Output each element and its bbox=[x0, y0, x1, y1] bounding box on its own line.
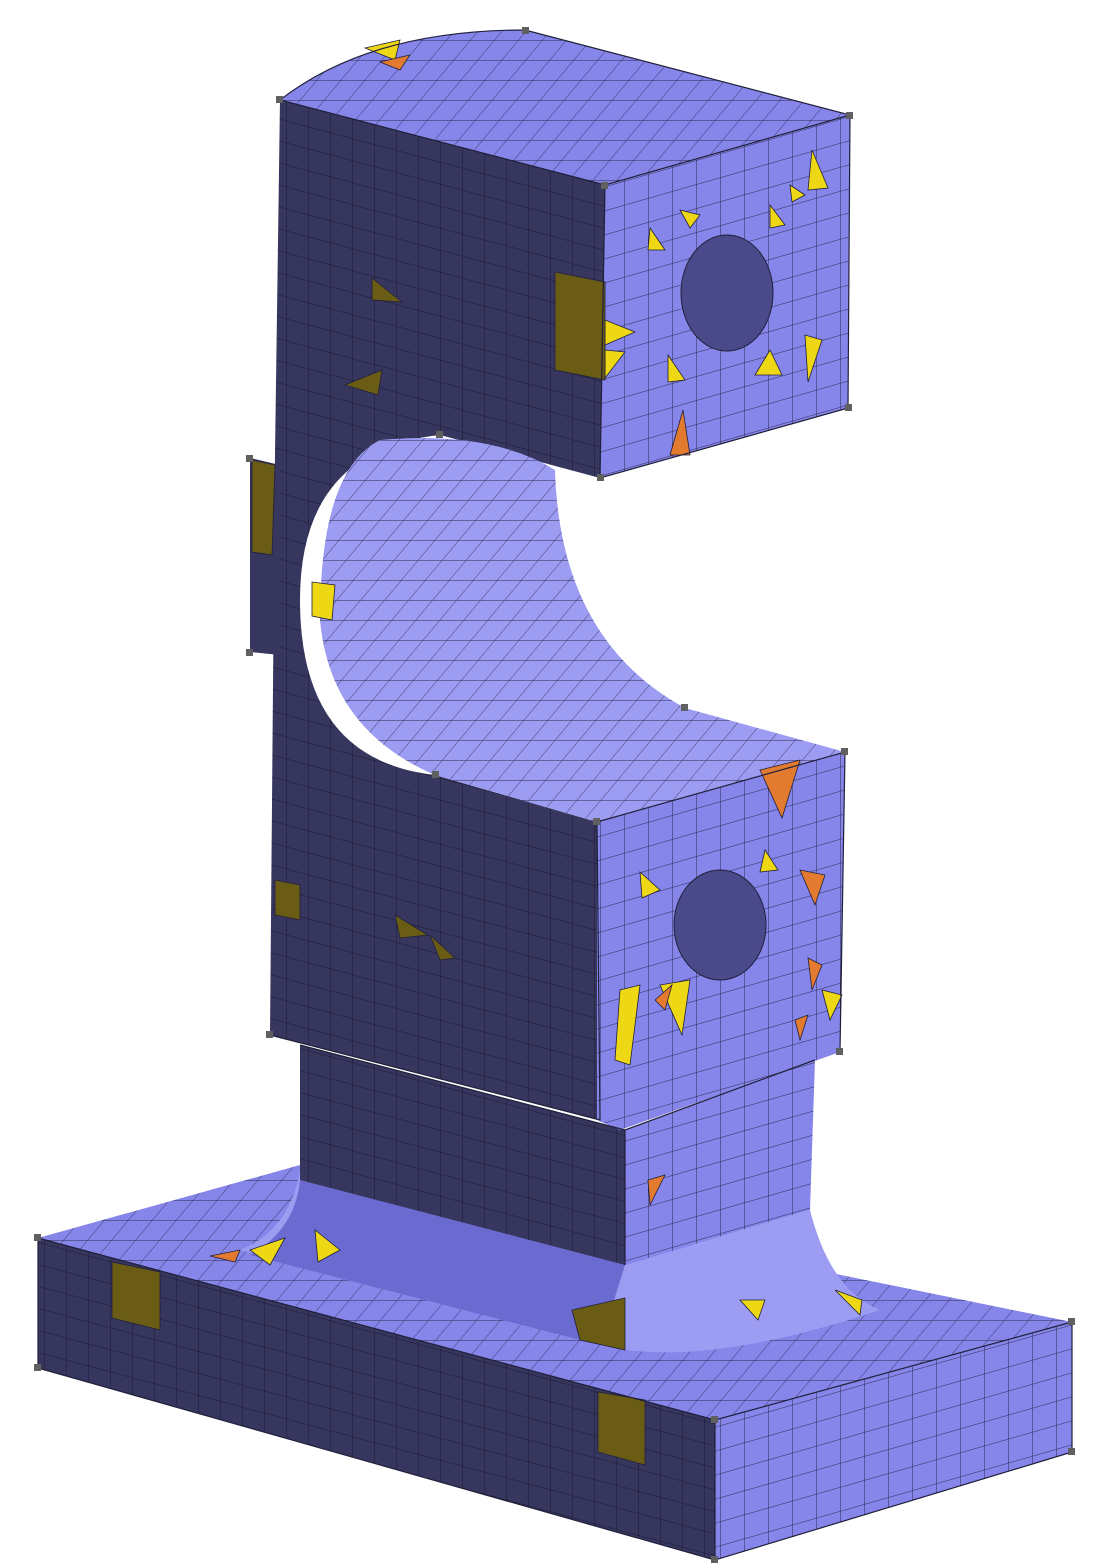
element bbox=[804, 334, 823, 383]
vertex bbox=[266, 1031, 273, 1038]
element bbox=[343, 369, 383, 396]
element bbox=[111, 1261, 161, 1331]
element bbox=[554, 271, 606, 381]
vertex bbox=[522, 27, 529, 34]
vertex bbox=[681, 704, 688, 711]
lower-hole bbox=[673, 869, 767, 981]
element bbox=[799, 869, 826, 907]
flagged-elements bbox=[111, 39, 863, 1466]
base-side-mesh bbox=[715, 1322, 1072, 1560]
base-front-mesh bbox=[38, 1238, 715, 1560]
upper-top-mesh bbox=[280, 30, 850, 185]
element bbox=[363, 39, 401, 61]
element bbox=[789, 184, 806, 203]
vertex bbox=[601, 182, 608, 189]
element bbox=[647, 226, 666, 251]
element bbox=[647, 1174, 666, 1207]
element bbox=[759, 848, 779, 873]
vertex bbox=[841, 748, 848, 755]
vertex bbox=[34, 1234, 41, 1241]
vertex bbox=[34, 1364, 41, 1371]
element bbox=[667, 353, 686, 383]
element bbox=[821, 989, 843, 1022]
inner-surface-mesh bbox=[320, 438, 845, 822]
neck-front-mesh bbox=[300, 1045, 625, 1265]
vertex bbox=[246, 455, 253, 462]
element bbox=[378, 54, 411, 71]
element bbox=[794, 1014, 809, 1042]
element bbox=[679, 209, 701, 229]
element bbox=[597, 1391, 646, 1466]
element bbox=[654, 983, 673, 1011]
element bbox=[429, 934, 456, 961]
element bbox=[807, 957, 823, 991]
element bbox=[769, 203, 786, 229]
element bbox=[834, 1289, 863, 1316]
element bbox=[639, 871, 661, 899]
vertex bbox=[845, 404, 852, 411]
neck-fillet-front bbox=[250, 1180, 625, 1345]
vertex bbox=[432, 771, 439, 778]
vertex bbox=[846, 112, 853, 119]
vertex bbox=[597, 474, 604, 481]
vertex bbox=[711, 1556, 718, 1563]
element bbox=[311, 581, 336, 621]
vertex bbox=[246, 649, 253, 656]
element bbox=[571, 1297, 626, 1351]
element bbox=[394, 914, 430, 939]
element bbox=[759, 759, 801, 820]
element bbox=[274, 879, 301, 921]
vertex bbox=[836, 1048, 843, 1055]
element bbox=[614, 984, 641, 1066]
upper-hole bbox=[680, 234, 774, 352]
neck-side-mesh bbox=[625, 1060, 815, 1265]
vertex bbox=[1068, 1448, 1075, 1455]
edge bbox=[299, 1044, 816, 1265]
vertex bbox=[711, 1416, 718, 1423]
element bbox=[739, 1299, 766, 1321]
element bbox=[371, 277, 404, 303]
element bbox=[249, 1237, 286, 1266]
vertex bbox=[436, 431, 443, 438]
element bbox=[251, 459, 276, 556]
vertices bbox=[34, 27, 1075, 1563]
element bbox=[314, 1229, 341, 1263]
column-front-mesh bbox=[270, 100, 605, 1120]
vertex bbox=[276, 96, 283, 103]
vertex bbox=[593, 818, 600, 825]
element bbox=[754, 349, 783, 376]
element bbox=[807, 149, 829, 191]
element bbox=[209, 1249, 241, 1263]
vertex bbox=[1068, 1318, 1075, 1325]
